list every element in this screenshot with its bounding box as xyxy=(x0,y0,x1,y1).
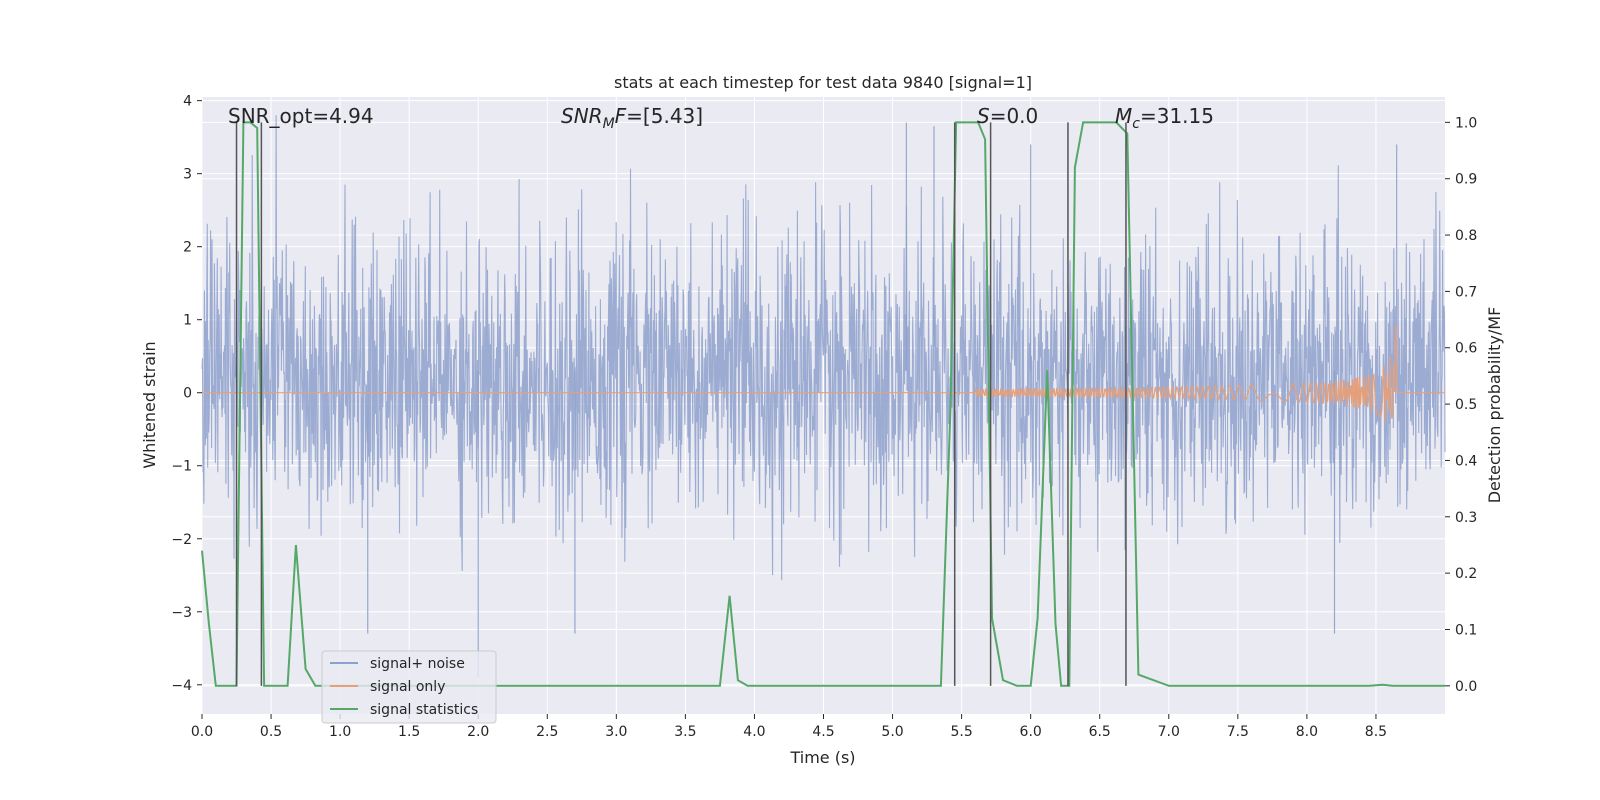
y-right-tick-label: 0.9 xyxy=(1455,172,1477,188)
legend-box xyxy=(321,650,497,724)
y-tick-label: −2 xyxy=(171,532,192,548)
y-tick-label: 1 xyxy=(183,313,192,329)
x-tick-label: 7.5 xyxy=(1227,724,1249,740)
y-right-tick-label: 0.0 xyxy=(1455,679,1477,695)
y-right-tick-label: 0.1 xyxy=(1455,622,1477,638)
y-right-tick-label: 0.5 xyxy=(1455,397,1477,413)
x-tick-label: 1.5 xyxy=(398,724,420,740)
x-tick-label: 8.0 xyxy=(1296,724,1318,740)
x-tick-label: 6.0 xyxy=(1020,724,1042,740)
y-tick-label: −3 xyxy=(171,605,192,621)
y-tick-label: −1 xyxy=(171,459,192,475)
y-tick-label: 3 xyxy=(183,167,192,183)
x-tick-label: 6.5 xyxy=(1089,724,1111,740)
chart-title: stats at each timestep for test data 984… xyxy=(614,73,1032,92)
series-signal-plus-noise xyxy=(201,115,1446,678)
legend-label-signal-statistics: signal statistics xyxy=(370,702,478,718)
y-tick-label: 0 xyxy=(183,386,192,402)
x-tick-label: 0.0 xyxy=(191,724,213,740)
x-axis-label: Time (s) xyxy=(789,748,855,767)
x-tick-label: 0.5 xyxy=(260,724,282,740)
y-tick-label: 4 xyxy=(183,94,192,110)
tick-labels: 0.0 0.5 1.0 1.5 2.0 2.5 3.0 3.5 4.0 4.5 5.0 5.5 6.0 6… xyxy=(171,94,1477,740)
x-tick-label: 7.0 xyxy=(1158,724,1180,740)
x-tick-label: 3.5 xyxy=(674,724,696,740)
signal-only-line xyxy=(202,324,1445,422)
series-signal-only xyxy=(202,324,1445,422)
legend-label-signal-plus-noise: signal+ noise xyxy=(370,656,465,672)
annotation-chirp-mass: Mc=31.15 xyxy=(1115,104,1214,132)
y-right-tick-label: 0.7 xyxy=(1455,284,1477,300)
y-right-tick-label: 0.6 xyxy=(1455,341,1477,357)
y-right-tick-label: 1.0 xyxy=(1455,115,1477,131)
y-right-tick-label: 0.2 xyxy=(1455,566,1477,582)
signal-plus-noise-line xyxy=(201,115,1446,581)
x-tick-label: 8.5 xyxy=(1365,724,1387,740)
y-right-tick-label: 0.3 xyxy=(1455,510,1477,526)
annotation-snr-opt: SNR_opt=4.94 xyxy=(228,104,374,128)
x-tick-label: 5.0 xyxy=(881,724,903,740)
y-axis-label: Whitened strain xyxy=(140,341,159,468)
x-tick-label: 4.5 xyxy=(812,724,834,740)
legend-label-signal-only: signal only xyxy=(370,679,445,695)
y-axis-label-right: Detection probability/MF xyxy=(1485,307,1504,504)
x-tick-label: 4.0 xyxy=(743,724,765,740)
legend: signal+ noise signal only signal statist… xyxy=(321,650,497,724)
annotation-s-value: S=0.0 xyxy=(977,104,1038,128)
x-tick-label: 2.5 xyxy=(536,724,558,740)
x-tick-label: 1.0 xyxy=(329,724,351,740)
y-tick-label: −4 xyxy=(171,678,192,694)
y-tick-label: 2 xyxy=(183,240,192,256)
x-tick-label: 5.5 xyxy=(950,724,972,740)
annotation-snr-mf: SNRMF=[5.43] xyxy=(561,104,703,132)
x-tick-label: 3.0 xyxy=(605,724,627,740)
y-right-tick-label: 0.4 xyxy=(1455,453,1477,469)
series-signal-statistics xyxy=(201,121,1445,687)
x-tick-label: 2.0 xyxy=(467,724,489,740)
vertical-markers xyxy=(235,122,1127,686)
signal-statistics-line xyxy=(201,121,1445,687)
y-right-tick-label: 0.8 xyxy=(1455,228,1477,244)
